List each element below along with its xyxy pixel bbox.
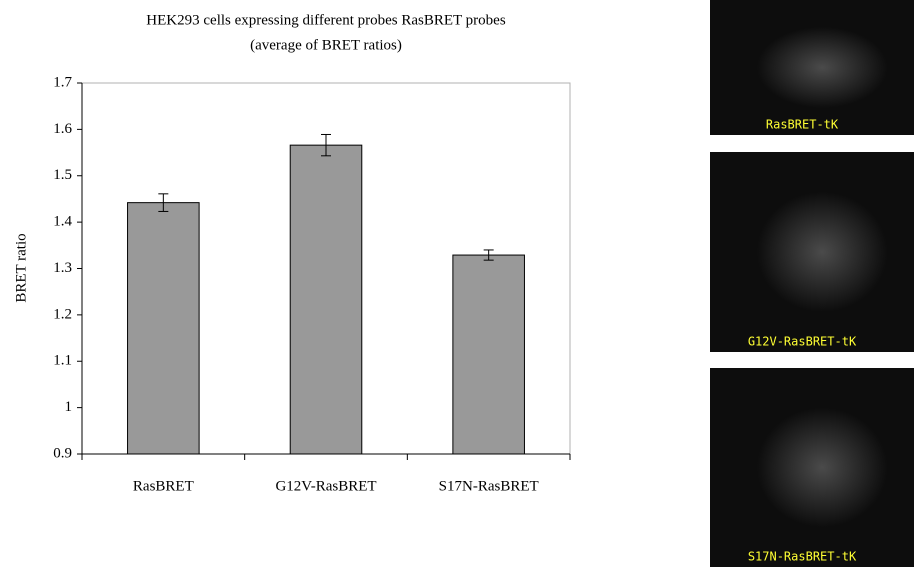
y-tick-label: 1.3 xyxy=(53,260,72,276)
chart-title: HEK293 cells expressing different probes… xyxy=(146,12,506,28)
image-panels: RasBRET-tK G12V-RasBRET-tK S17N-RasBRET-tK xyxy=(710,0,914,567)
panel-label: S17N-RasBRET-tK xyxy=(748,550,857,564)
y-tick-label: 1 xyxy=(65,399,73,415)
panel-label: G12V-RasBRET-tK xyxy=(748,335,857,349)
y-axis-label: BRET ratio xyxy=(13,233,29,302)
chart-subtitle: (average of BRET ratios) xyxy=(250,37,402,53)
x-tick-label: S17N-RasBRET xyxy=(439,478,539,494)
bar xyxy=(128,203,200,454)
x-tick-label: RasBRET xyxy=(133,478,194,494)
y-tick-label: 1.4 xyxy=(53,214,72,230)
y-tick-label: 1.2 xyxy=(53,306,72,322)
y-tick-label: 0.9 xyxy=(53,445,72,461)
cell-cluster xyxy=(757,192,888,312)
y-tick-label: 1.6 xyxy=(53,121,72,137)
y-tick-label: 1.1 xyxy=(53,353,72,369)
panel-label: RasBRET-tK xyxy=(766,118,839,132)
y-tick-label: 1.5 xyxy=(53,167,72,183)
cell-cluster xyxy=(757,408,888,527)
cell-cluster xyxy=(757,27,888,108)
bar xyxy=(453,255,525,454)
x-tick-label: G12V-RasBRET xyxy=(275,478,376,494)
bar xyxy=(290,145,362,454)
chart: HEK293 cells expressing different probes… xyxy=(0,0,914,567)
y-tick-label: 1.7 xyxy=(53,74,72,90)
